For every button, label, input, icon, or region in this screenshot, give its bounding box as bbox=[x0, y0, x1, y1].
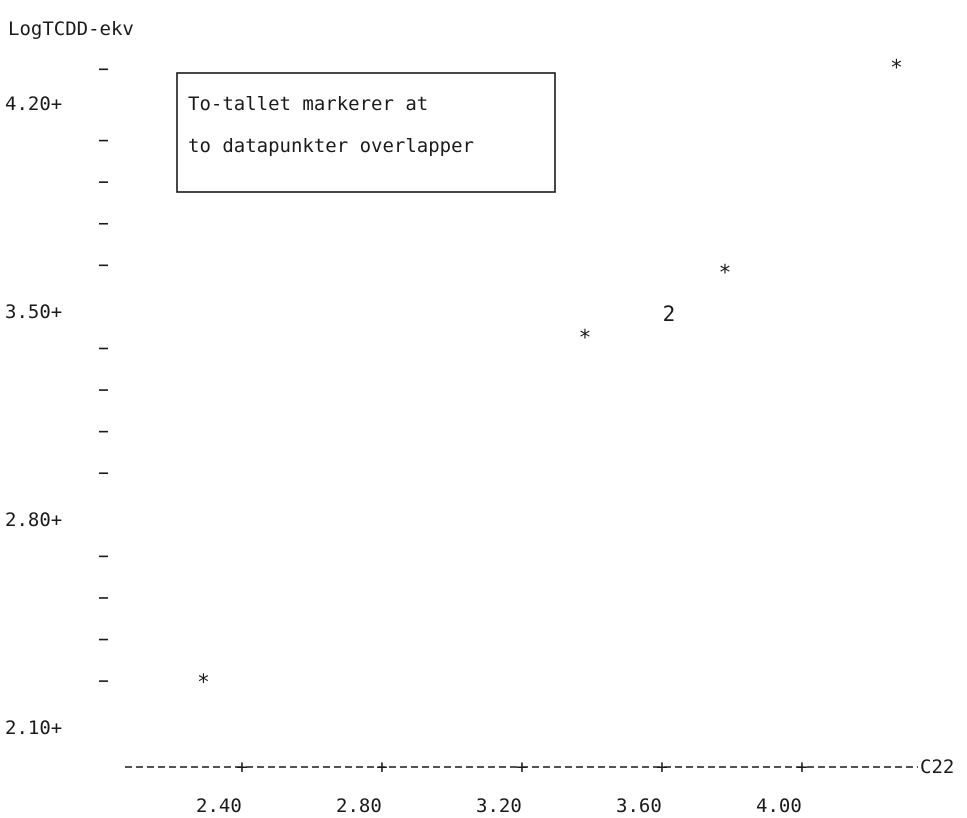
data-point-star: * bbox=[890, 55, 903, 79]
data-point-star: * bbox=[197, 670, 210, 694]
x-tick-marks: + + + + + bbox=[236, 756, 807, 778]
data-point-overlap: 2 bbox=[663, 302, 676, 326]
y-tick-label: 2.80+ bbox=[5, 509, 62, 531]
y-tick-label: 4.20+ bbox=[5, 93, 62, 115]
x-tick-mark: + bbox=[516, 756, 527, 778]
annotation-box: To-tallet markerer at to datapunkter ove… bbox=[176, 72, 556, 193]
y-axis-label: LogTCDD-ekv bbox=[8, 18, 134, 40]
x-tick-mark: + bbox=[376, 756, 387, 778]
x-axis-label: C22 bbox=[920, 756, 954, 778]
x-tick-label: 2.80 bbox=[336, 795, 382, 817]
x-tick-label: 2.40 bbox=[196, 795, 242, 817]
x-tick-label: 3.20 bbox=[476, 795, 522, 817]
annotation-frame bbox=[176, 72, 556, 193]
annotation-line: To-tallet markerer at bbox=[188, 93, 428, 115]
y-axis: 4.20+ 3.50+ 2.80+ 2.10+ bbox=[5, 68, 108, 739]
x-tick-mark: + bbox=[656, 756, 667, 778]
y-minor-ticks bbox=[99, 68, 108, 682]
x-axis: + + + + + C22 2.40 2.80 3.20 3.60 4.00 bbox=[125, 756, 954, 817]
x-tick-label: 3.60 bbox=[616, 795, 662, 817]
data-point-star: * bbox=[719, 260, 732, 284]
data-points: * * 2 * * bbox=[197, 55, 903, 694]
annotation-line: to datapunkter overlapper bbox=[188, 135, 474, 157]
y-tick-label: 2.10+ bbox=[5, 717, 62, 739]
x-tick-label: 4.00 bbox=[756, 795, 802, 817]
x-tick-mark: + bbox=[236, 756, 247, 778]
x-tick-mark: + bbox=[796, 756, 807, 778]
y-tick-label: 3.50+ bbox=[5, 301, 62, 323]
data-point-star: * bbox=[579, 326, 592, 350]
